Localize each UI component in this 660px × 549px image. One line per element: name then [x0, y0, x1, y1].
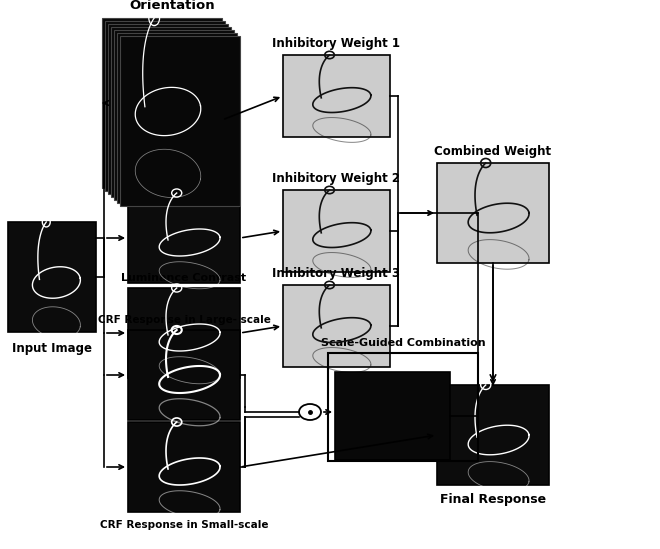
Bar: [128, 288, 240, 378]
Text: Combined Weight: Combined Weight: [434, 145, 552, 158]
Bar: [128, 193, 240, 283]
Bar: [335, 372, 450, 460]
Text: Inhibitory Weight 1: Inhibitory Weight 1: [273, 37, 401, 50]
Bar: [437, 385, 549, 485]
Text: Luminance Contrast: Luminance Contrast: [121, 273, 247, 283]
Bar: [128, 330, 240, 420]
Text: Inhibitory Weight 2: Inhibitory Weight 2: [273, 172, 401, 185]
Text: CRF Response in Small-scale: CRF Response in Small-scale: [100, 520, 268, 530]
Text: Orientation: Orientation: [129, 0, 214, 12]
Bar: [283, 285, 390, 367]
Bar: [328, 353, 478, 461]
Bar: [108, 24, 228, 194]
Ellipse shape: [299, 404, 321, 420]
Bar: [114, 30, 234, 200]
Bar: [117, 33, 237, 203]
Text: CRF Response in Large- scale: CRF Response in Large- scale: [98, 315, 271, 325]
Text: Luminance: Luminance: [148, 175, 220, 188]
Bar: [102, 18, 222, 188]
Bar: [8, 222, 96, 332]
Bar: [283, 190, 390, 272]
Bar: [105, 21, 225, 191]
Bar: [111, 27, 231, 197]
Bar: [128, 422, 240, 512]
Bar: [120, 36, 240, 206]
Text: Final Response: Final Response: [440, 493, 546, 506]
Bar: [437, 163, 549, 263]
Text: Input Image: Input Image: [12, 342, 92, 355]
Bar: [283, 55, 390, 137]
Text: Scale-Guided Combination: Scale-Guided Combination: [321, 338, 485, 348]
Text: Inhibitory Weight 3: Inhibitory Weight 3: [273, 267, 401, 280]
